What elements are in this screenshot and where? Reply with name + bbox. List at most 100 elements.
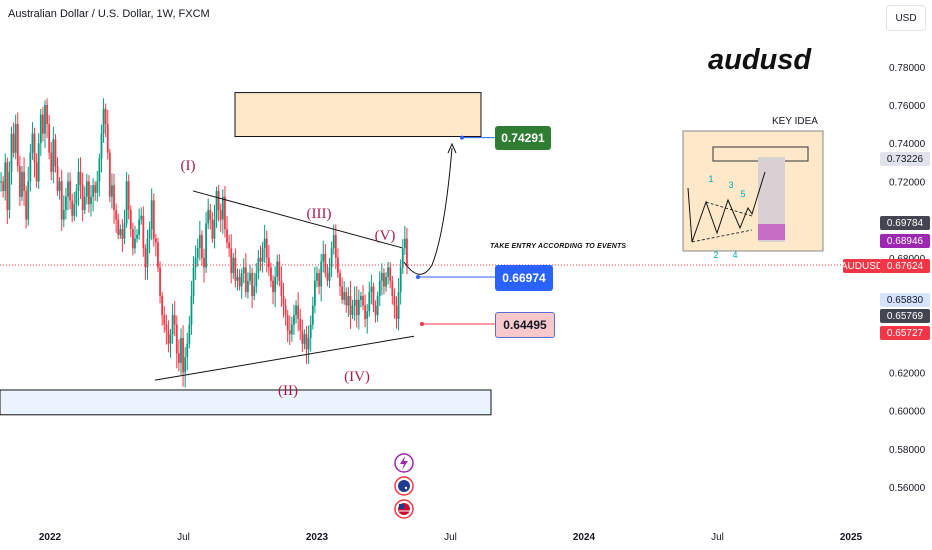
wave-label: (III) <box>307 206 332 222</box>
candle <box>276 254 279 285</box>
x-tick-label: 2022 <box>39 532 62 543</box>
candle <box>311 296 314 330</box>
us-flag-icon[interactable] <box>394 499 414 519</box>
candle <box>293 304 295 335</box>
last-price-tag: 0.67624 <box>880 259 930 273</box>
wave-label: (II) <box>278 383 298 399</box>
candle <box>85 173 88 205</box>
candle <box>35 153 38 188</box>
candle <box>232 253 235 279</box>
candle <box>106 110 109 160</box>
y-tick-label: 0.78000 <box>889 63 926 74</box>
key-idea-number: 1 <box>708 174 713 184</box>
candle <box>140 207 143 225</box>
candle <box>221 189 224 234</box>
triangle-upper-line[interactable] <box>192 190 403 249</box>
candle <box>299 309 302 341</box>
candle <box>284 298 287 326</box>
candle <box>355 286 358 328</box>
triangle-lower-line[interactable] <box>154 335 415 381</box>
candle <box>173 300 176 337</box>
candle <box>249 264 251 285</box>
candle <box>69 172 71 210</box>
target-price-callout[interactable]: 0.74291 <box>495 126 551 150</box>
candle <box>90 184 92 217</box>
candle <box>177 339 180 372</box>
candle <box>290 317 293 342</box>
candle <box>263 224 266 263</box>
candle <box>71 193 74 223</box>
currency-button[interactable]: USD <box>886 5 926 31</box>
candle <box>171 303 174 344</box>
candle <box>2 176 5 198</box>
time-axis[interactable]: 2022Jul2023Jul2024Jul2025Jul2026Jul2027J… <box>39 532 932 543</box>
candle <box>12 122 15 158</box>
projection-path[interactable] <box>403 147 453 275</box>
x-tick-label: Jul <box>444 532 457 543</box>
candle <box>14 114 17 160</box>
y-tick-label: 0.60000 <box>889 407 926 418</box>
candle <box>94 181 97 201</box>
price-axis[interactable]: 0.780000.760000.740000.720000.680000.620… <box>889 63 926 494</box>
candle <box>125 171 128 228</box>
candle <box>180 328 182 375</box>
candle <box>341 277 343 304</box>
y-tick-label: 0.72000 <box>889 177 926 188</box>
candle <box>372 282 375 313</box>
candle <box>286 309 289 343</box>
candle <box>207 198 210 230</box>
candle <box>146 229 149 280</box>
candle <box>131 222 134 256</box>
candle <box>194 245 197 281</box>
price-tag-69784: 0.69784 <box>880 216 930 230</box>
target-zone[interactable] <box>234 92 482 138</box>
candle <box>380 263 383 296</box>
candle <box>16 112 19 172</box>
candle <box>39 108 42 156</box>
candle <box>48 114 51 160</box>
stop-anchor <box>420 322 424 326</box>
candle <box>52 126 55 184</box>
candle <box>167 320 170 353</box>
candle <box>169 329 172 358</box>
candle <box>217 185 220 222</box>
candle <box>60 169 63 231</box>
candle <box>253 272 256 301</box>
candle <box>77 158 80 206</box>
entry-price-callout[interactable]: 0.66974 <box>495 265 553 291</box>
candle <box>307 325 310 364</box>
wave-label: (IV) <box>344 369 370 385</box>
candle <box>29 144 32 192</box>
candle <box>326 263 329 287</box>
australia-flag-icon[interactable] <box>394 476 414 496</box>
candle <box>387 261 390 285</box>
candle <box>203 248 205 283</box>
price-tag-73226: 0.73226 <box>880 152 930 166</box>
key-idea-stop-box <box>758 224 785 240</box>
candle <box>313 266 316 314</box>
candle <box>73 191 76 222</box>
y-tick-label: 0.74000 <box>889 139 926 150</box>
candle <box>111 173 113 209</box>
candle <box>393 288 396 319</box>
candle <box>211 212 214 243</box>
lightning-icon[interactable] <box>394 453 414 473</box>
candle <box>136 229 138 243</box>
candle <box>201 230 203 266</box>
candle <box>224 185 226 238</box>
demand-zone[interactable] <box>0 389 492 416</box>
candle <box>37 133 40 190</box>
candle <box>113 173 115 224</box>
entry-anchor <box>416 275 420 279</box>
candlestick-series <box>0 98 408 388</box>
candle <box>357 289 360 330</box>
stop-price-callout[interactable]: 0.64495 <box>495 312 555 338</box>
wave-label: (V) <box>375 228 396 244</box>
candle <box>368 281 371 317</box>
candle <box>67 172 69 211</box>
candle <box>383 268 385 295</box>
target-anchor <box>460 135 464 140</box>
x-tick-label: 2023 <box>306 532 329 543</box>
key-idea-panel[interactable] <box>682 130 824 252</box>
